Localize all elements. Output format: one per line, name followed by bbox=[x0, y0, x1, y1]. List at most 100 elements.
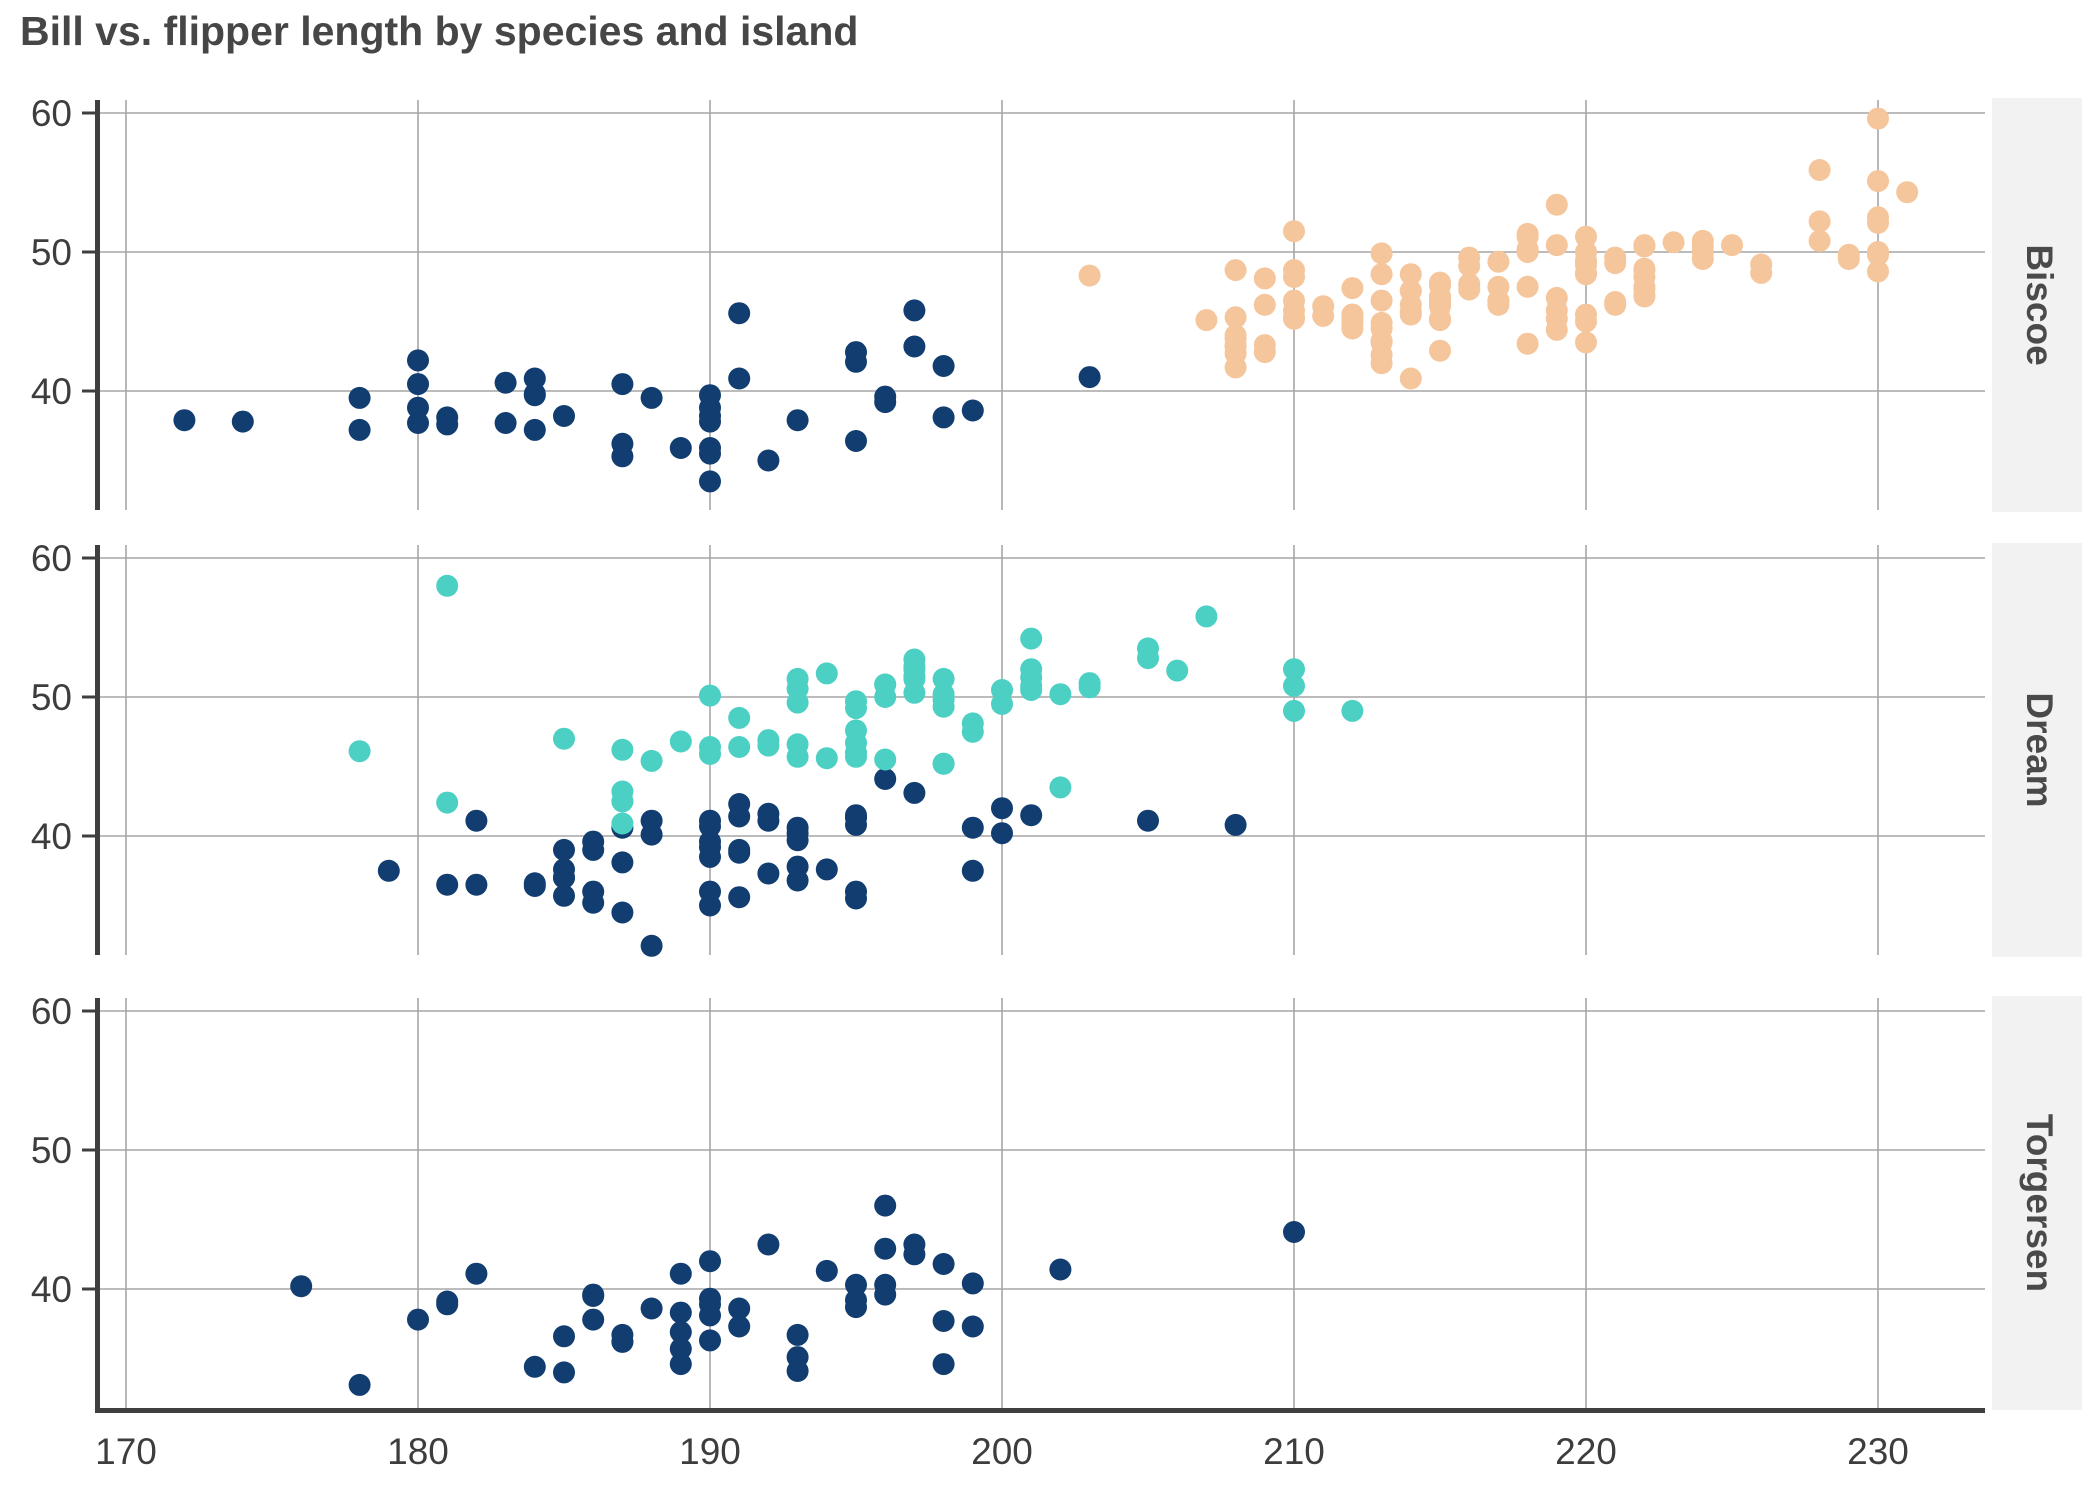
data-point bbox=[669, 1353, 692, 1376]
chart-title: Bill vs. flipper length by species and i… bbox=[20, 8, 859, 54]
data-point bbox=[845, 350, 867, 373]
y-tick-label: 60 bbox=[31, 93, 72, 134]
data-point bbox=[553, 727, 575, 750]
data-point bbox=[1633, 257, 1656, 280]
data-point bbox=[1341, 277, 1364, 300]
data-point bbox=[348, 418, 371, 441]
data-point bbox=[231, 410, 254, 433]
data-point bbox=[932, 1353, 955, 1376]
data-point bbox=[553, 405, 575, 427]
data-point bbox=[1867, 107, 1889, 130]
data-point bbox=[903, 781, 926, 804]
x-tick-label: 200 bbox=[971, 1431, 1033, 1472]
data-point bbox=[582, 1283, 605, 1306]
data-point bbox=[786, 745, 809, 768]
data-point bbox=[669, 730, 692, 753]
data-point bbox=[1429, 285, 1451, 308]
data-point bbox=[523, 384, 546, 407]
data-point bbox=[407, 412, 429, 434]
data-point bbox=[815, 662, 838, 685]
data-point bbox=[1399, 367, 1422, 390]
data-point bbox=[815, 1259, 838, 1282]
data-point bbox=[1283, 658, 1305, 681]
data-point bbox=[436, 406, 459, 429]
data-point bbox=[699, 1250, 721, 1273]
data-point bbox=[932, 667, 955, 690]
data-point bbox=[1575, 249, 1597, 272]
data-point bbox=[407, 349, 429, 372]
data-point bbox=[991, 822, 1013, 845]
data-point bbox=[757, 1233, 780, 1256]
data-point bbox=[1691, 229, 1714, 252]
series-chinstrap bbox=[348, 574, 1364, 835]
y-tick-label: 40 bbox=[31, 1269, 72, 1310]
data-point bbox=[553, 1325, 575, 1348]
data-point bbox=[553, 866, 575, 889]
data-point bbox=[932, 355, 955, 377]
data-point bbox=[1808, 229, 1831, 252]
data-point bbox=[611, 901, 634, 924]
data-point bbox=[1575, 225, 1597, 248]
data-point bbox=[728, 838, 751, 861]
facet-strip-label-biscoe: Biscoe bbox=[2019, 244, 2060, 365]
data-point bbox=[1429, 339, 1451, 362]
data-point bbox=[1224, 306, 1247, 329]
data-point bbox=[407, 373, 429, 396]
data-point bbox=[728, 1315, 751, 1338]
data-point bbox=[1283, 674, 1305, 697]
data-point bbox=[1283, 307, 1305, 330]
data-point bbox=[1370, 263, 1393, 286]
data-point bbox=[699, 442, 721, 465]
data-point bbox=[1721, 234, 1743, 257]
data-point bbox=[611, 812, 634, 835]
y-tick-label: 50 bbox=[31, 677, 72, 718]
data-point bbox=[348, 386, 371, 409]
data-point bbox=[1487, 275, 1510, 298]
data-point bbox=[582, 838, 605, 861]
data-point bbox=[757, 449, 780, 472]
data-point bbox=[699, 384, 721, 407]
data-point bbox=[640, 809, 663, 832]
series-adelie bbox=[377, 768, 1247, 957]
data-point bbox=[874, 748, 897, 771]
data-point bbox=[1253, 267, 1276, 290]
data-point bbox=[1283, 220, 1305, 243]
data-point bbox=[1137, 809, 1159, 832]
data-point bbox=[1370, 289, 1393, 312]
data-point bbox=[611, 851, 634, 874]
facet-strip bbox=[1992, 996, 2082, 1410]
data-point bbox=[1370, 331, 1393, 354]
data-point bbox=[436, 791, 459, 814]
data-point bbox=[1049, 1258, 1072, 1281]
data-point bbox=[699, 736, 721, 758]
data-point bbox=[1604, 291, 1627, 313]
data-point bbox=[1078, 676, 1101, 699]
data-point bbox=[903, 681, 926, 704]
data-point bbox=[407, 1308, 429, 1331]
data-point bbox=[699, 894, 721, 917]
data-point bbox=[1691, 248, 1714, 270]
y-axis-line bbox=[95, 998, 100, 1408]
data-point bbox=[611, 738, 634, 761]
data-point bbox=[699, 815, 721, 838]
data-point bbox=[786, 855, 809, 878]
data-point bbox=[494, 371, 517, 394]
data-point bbox=[1750, 253, 1773, 276]
data-point bbox=[611, 790, 634, 813]
data-point bbox=[1633, 285, 1656, 308]
data-point bbox=[1867, 211, 1889, 234]
data-point bbox=[1224, 259, 1247, 282]
data-point bbox=[961, 1315, 984, 1338]
data-point bbox=[699, 1304, 721, 1327]
data-point bbox=[1195, 309, 1218, 332]
y-axis-line bbox=[95, 545, 100, 955]
data-point bbox=[728, 805, 751, 828]
data-point bbox=[786, 822, 809, 845]
data-point bbox=[669, 1321, 692, 1344]
data-point bbox=[1516, 222, 1539, 245]
data-point bbox=[1253, 293, 1276, 316]
data-point bbox=[1283, 699, 1305, 722]
series-adelie bbox=[290, 1194, 1305, 1396]
